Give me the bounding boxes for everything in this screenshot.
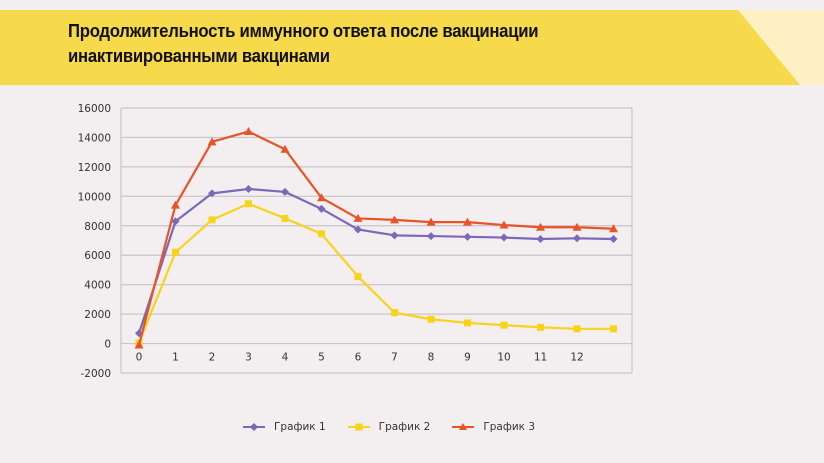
data-point-marker — [317, 204, 326, 213]
data-point-marker — [245, 200, 252, 208]
data-point-marker — [536, 235, 545, 244]
x-tick-label: 12 — [570, 352, 583, 364]
x-tick-label: 0 — [136, 352, 143, 364]
y-tick-label: 0 — [104, 339, 111, 351]
x-tick-label: 5 — [318, 352, 325, 364]
data-point-marker — [207, 137, 217, 146]
x-tick-label: 2 — [209, 352, 216, 364]
data-point-marker — [318, 230, 325, 238]
legend-item-series-1: График 1 — [243, 421, 326, 433]
data-point-marker — [171, 217, 180, 226]
x-tick-label: 7 — [391, 352, 398, 364]
data-point-marker — [573, 234, 581, 243]
data-point-marker — [499, 220, 509, 229]
data-point-marker — [208, 189, 216, 198]
data-point-marker — [572, 222, 582, 231]
data-point-marker — [280, 144, 290, 153]
data-point-marker — [354, 225, 362, 234]
data-point-marker — [463, 217, 472, 226]
data-point-marker — [390, 215, 399, 224]
data-point-marker — [609, 224, 618, 233]
legend-label: График 2 — [378, 421, 431, 433]
chart-gridlines — [120, 107, 633, 374]
y-tick-label: -2000 — [80, 368, 111, 380]
y-axis-labels: -2000 0 2000 4000 6000 8000 10000 12000 14000 160… — [78, 103, 111, 380]
chart-series — [134, 127, 618, 349]
x-tick-label: 6 — [355, 352, 362, 364]
data-point-marker — [463, 232, 472, 241]
data-point-marker — [244, 184, 253, 193]
x-tick-label: 1 — [172, 352, 179, 364]
data-point-marker — [281, 214, 289, 222]
data-point-marker — [390, 231, 399, 240]
data-point-marker — [134, 340, 144, 349]
y-tick-label: 12000 — [78, 162, 111, 174]
series-1 — [135, 184, 618, 338]
data-point-marker — [464, 319, 471, 327]
x-tick-label: 9 — [464, 352, 471, 364]
square-marker-icon — [347, 423, 370, 431]
triangle-marker-icon — [452, 423, 475, 430]
data-point-marker — [536, 222, 545, 231]
data-point-marker — [500, 321, 508, 329]
data-point-marker — [172, 248, 179, 256]
x-tick-label: 4 — [282, 352, 289, 364]
data-point-marker — [171, 200, 180, 209]
data-point-marker — [427, 232, 435, 241]
x-tick-label: 8 — [428, 352, 435, 364]
legend-item-series-3: График 3 — [452, 421, 535, 433]
data-point-marker — [500, 233, 508, 242]
legend-label: График 3 — [483, 421, 536, 433]
title-banner — [0, 10, 824, 85]
data-point-marker — [317, 193, 326, 202]
data-point-marker — [354, 273, 362, 281]
data-point-marker — [353, 213, 363, 222]
y-tick-label: 2000 — [84, 309, 111, 321]
title-line-1: Продолжительность иммунного ответа после… — [68, 21, 539, 41]
data-point-marker — [244, 127, 253, 136]
y-tick-label: 10000 — [78, 191, 111, 203]
x-tick-label: 11 — [534, 352, 547, 364]
y-tick-label: 6000 — [84, 250, 111, 262]
data-point-marker — [208, 216, 216, 224]
y-tick-label: 4000 — [84, 280, 111, 292]
legend-item-series-2: График 2 — [347, 421, 431, 433]
data-point-marker — [537, 323, 544, 331]
data-point-marker — [391, 309, 398, 317]
y-tick-label: 8000 — [84, 221, 111, 233]
banner-shape — [0, 10, 824, 85]
data-point-marker — [426, 217, 436, 226]
y-tick-label: 16000 — [78, 103, 111, 115]
x-axis-labels: 0 1 2 3 4 5 6 7 8 9 10 11 12 — [136, 352, 584, 364]
chart-legend: График 1 График 2 График 3 — [243, 421, 535, 433]
series-2 — [135, 200, 617, 347]
data-point-marker — [573, 325, 581, 333]
data-point-marker — [609, 235, 618, 244]
data-point-marker — [610, 325, 617, 333]
y-tick-label: 14000 — [78, 132, 111, 144]
series-3 — [134, 127, 618, 349]
data-point-marker — [281, 187, 289, 196]
diamond-marker-icon — [243, 423, 265, 431]
x-tick-label: 3 — [245, 352, 252, 364]
title-line-2: инактивированными вакцинами — [68, 46, 330, 66]
data-point-marker — [427, 315, 435, 323]
x-tick-label: 10 — [497, 352, 510, 364]
legend-label: График 1 — [274, 421, 326, 433]
page-title: Продолжительность иммунного ответа после… — [68, 19, 663, 69]
